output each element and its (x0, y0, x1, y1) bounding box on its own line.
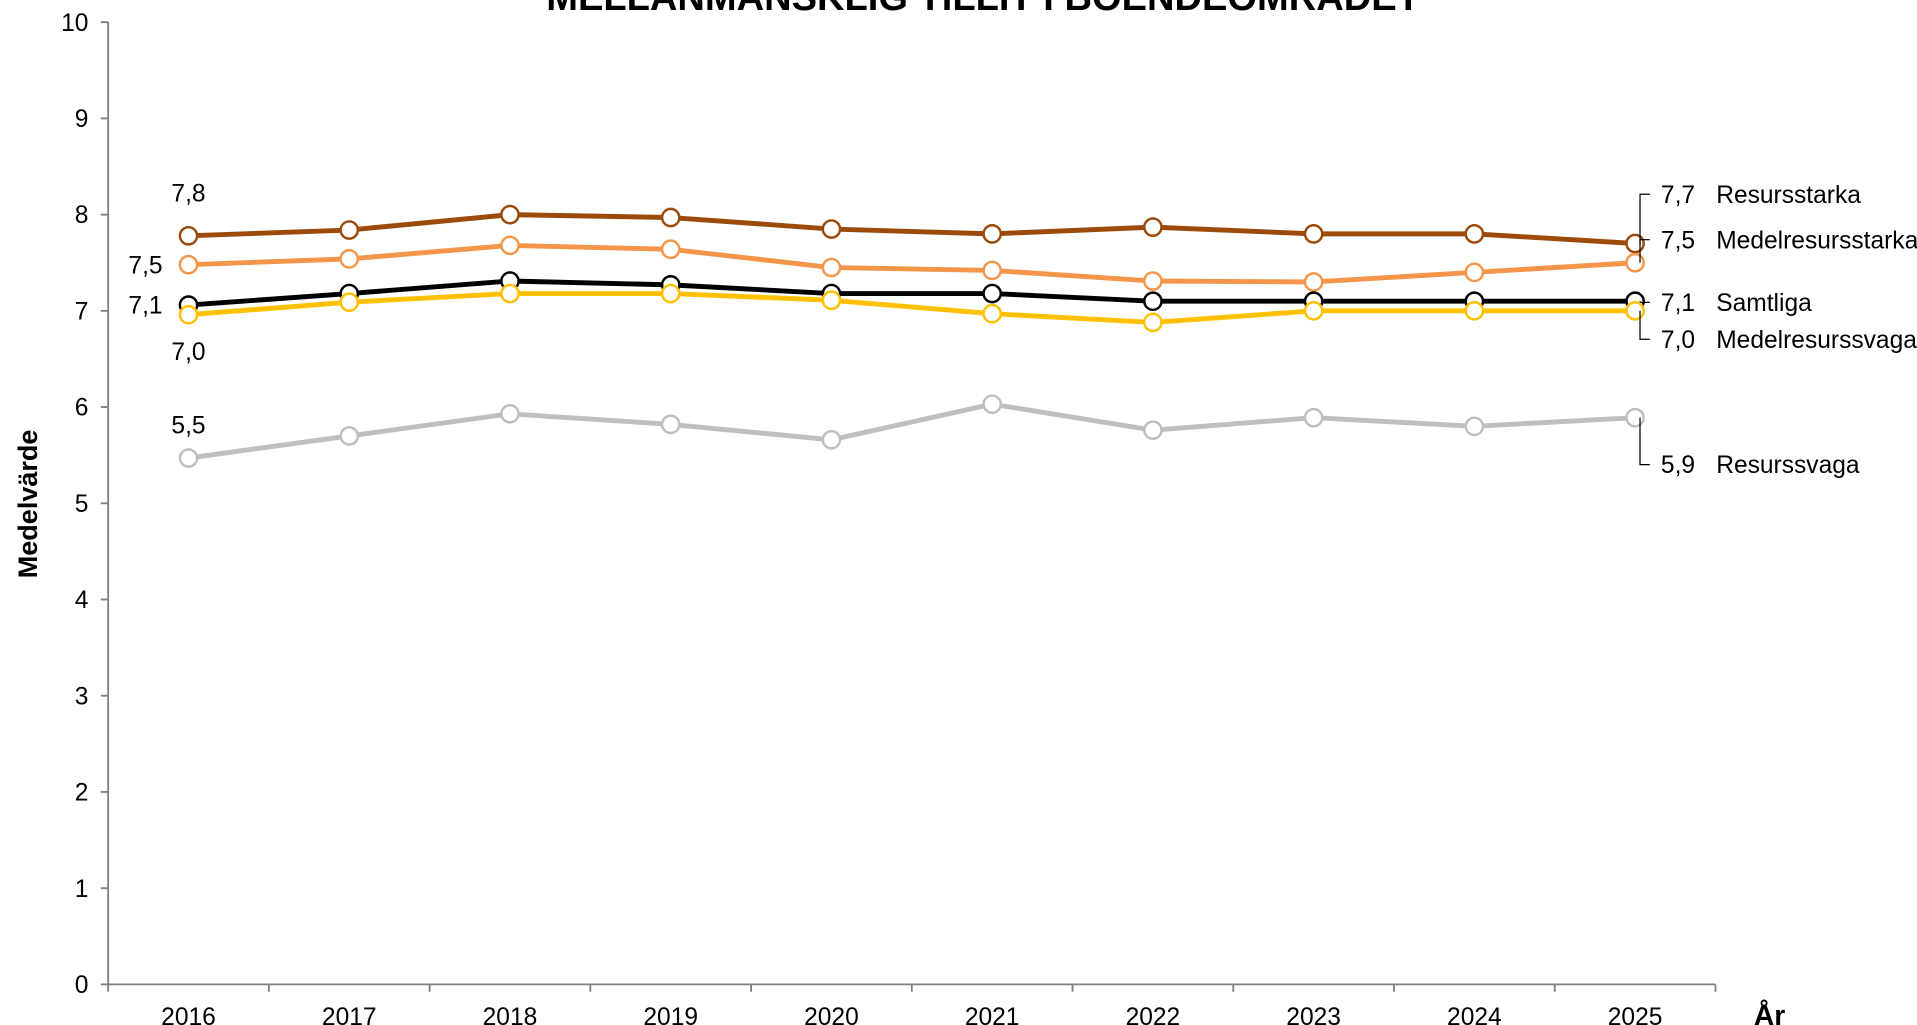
x-tick-label: 2017 (322, 1004, 377, 1025)
marker (339, 220, 360, 240)
marker (500, 235, 520, 256)
marker (982, 224, 1003, 244)
marker (339, 292, 360, 313)
y-tick-label: 10 (61, 10, 88, 37)
leader-line (1639, 193, 1650, 244)
marker (339, 249, 360, 269)
y-tick-label: 5 (75, 491, 89, 518)
y-axis-label: Medelvärde (13, 430, 43, 579)
marker (1625, 301, 1645, 321)
marker (1625, 407, 1645, 428)
series-line (188, 242, 1636, 285)
marker (660, 239, 681, 260)
series-line (188, 212, 1636, 246)
y-tick-label: 8 (75, 202, 89, 229)
data-label: 7,1 (1661, 290, 1695, 317)
x-tick-label: 2016 (161, 1004, 216, 1025)
data-label: 7,0 (1661, 327, 1695, 354)
marker (1143, 312, 1163, 333)
marker (178, 304, 199, 325)
marker (1464, 301, 1485, 321)
y-tick-label: 6 (75, 395, 89, 422)
x-axis-label: År (1754, 999, 1785, 1025)
leader-line (1639, 417, 1650, 466)
y-tick-label: 2 (75, 780, 89, 807)
series-line (188, 278, 1636, 308)
marker (660, 283, 681, 304)
marker (1464, 262, 1485, 283)
data-label: 7,5 (1661, 227, 1695, 254)
series-name-label: Medelresurssvaga (1716, 327, 1917, 354)
marker (1143, 291, 1163, 312)
marker (500, 204, 520, 225)
x-tick-label: 2022 (1126, 1004, 1181, 1025)
x-tick-label: 2020 (804, 1004, 859, 1025)
y-tick-label: 7 (75, 298, 89, 325)
marker (660, 414, 681, 435)
data-label: 7,0 (171, 339, 205, 366)
marker (1303, 272, 1324, 292)
marker (982, 283, 1003, 304)
marker (821, 290, 842, 311)
marker (1143, 420, 1163, 440)
x-tick-label: 2025 (1608, 1004, 1663, 1025)
marker (660, 207, 681, 228)
marker (500, 403, 520, 424)
data-label: 7,7 (1661, 182, 1695, 209)
marker (1625, 233, 1645, 254)
marker (1303, 301, 1324, 321)
y-tick-label: 9 (75, 106, 89, 133)
y-tick-label: 1 (75, 876, 89, 903)
marker (1143, 271, 1163, 291)
data-label: 7,1 (128, 293, 162, 320)
marker (178, 254, 199, 275)
leader-line (1639, 239, 1650, 263)
x-tick-label: 2018 (483, 1004, 538, 1025)
marker (982, 260, 1003, 281)
y-tick-label: 3 (75, 683, 89, 710)
series-name-label: Resurssvaga (1716, 452, 1860, 479)
marker (1143, 217, 1163, 237)
marker (982, 394, 1003, 415)
data-label: 7,5 (128, 252, 162, 279)
marker (1464, 224, 1485, 244)
marker (982, 303, 1003, 324)
chart-title: MELLANMÄNSKLIG TILLIT I BOENDEOMRÅDET (546, 0, 1420, 19)
marker (821, 429, 842, 450)
series-line (188, 401, 1636, 461)
marker (500, 283, 520, 304)
marker (1303, 407, 1324, 428)
marker (339, 426, 360, 446)
x-tick-label: 2019 (643, 1004, 698, 1025)
series-name-label: Resursstarka (1716, 182, 1861, 209)
series-name-label: Samtliga (1716, 290, 1812, 317)
marker (1464, 416, 1485, 437)
data-label: 5,5 (171, 412, 205, 439)
series-line (188, 291, 1636, 325)
series-name-label: Medelresursstarka (1716, 227, 1917, 254)
marker (1303, 224, 1324, 244)
x-tick-label: 2023 (1286, 1004, 1341, 1025)
marker (178, 448, 199, 468)
x-tick-label: 2021 (965, 1004, 1020, 1025)
x-tick-label: 2024 (1447, 1004, 1502, 1025)
marker (821, 219, 842, 239)
data-label: 7,8 (171, 180, 205, 207)
marker (178, 225, 199, 246)
leader-line (1639, 310, 1650, 340)
marker (821, 257, 842, 278)
y-tick-label: 4 (75, 587, 89, 614)
y-tick-label: 0 (75, 972, 89, 999)
data-label: 5,9 (1661, 452, 1695, 479)
marker (1625, 252, 1645, 273)
